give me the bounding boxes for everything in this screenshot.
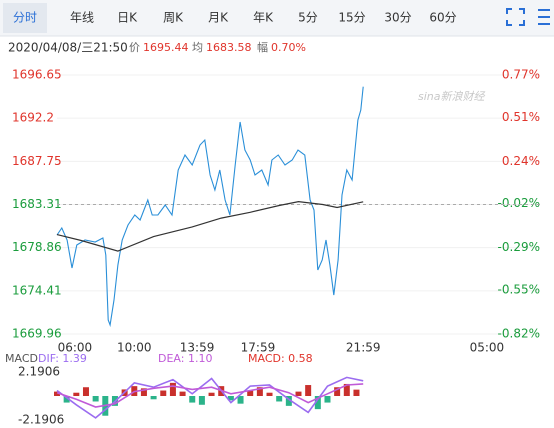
dif-line <box>56 376 364 419</box>
macd-bar <box>54 391 60 396</box>
info-amp: 0.70% <box>271 41 306 54</box>
macd-bar <box>140 388 147 396</box>
tab[interactable]: 分时 <box>13 11 37 25</box>
info-price: 1695.44 <box>143 41 189 54</box>
macd-bar <box>305 385 312 396</box>
tab[interactable]: 日K <box>117 11 138 25</box>
macd-bar <box>266 392 273 396</box>
average-line <box>56 200 364 252</box>
macd-bar <box>247 390 254 396</box>
tab[interactable]: 60分 <box>429 11 456 25</box>
macd-bar <box>256 387 263 396</box>
macd-bar <box>276 396 283 402</box>
macd-bar <box>189 396 196 403</box>
y-tick-label: 1683.31 <box>12 197 62 211</box>
dea-line <box>56 383 364 408</box>
macd-bar <box>82 387 89 396</box>
info-avg-label: 均 <box>192 41 203 54</box>
tab[interactable]: 年K <box>253 11 274 25</box>
macd-bar <box>92 396 99 402</box>
macd-bar <box>150 396 157 400</box>
y2-tick-label: 0.77% <box>502 68 540 82</box>
legend-entry: DIF: 1.39 <box>38 352 87 365</box>
macd-bar <box>237 396 244 404</box>
menu-icon[interactable] <box>538 9 550 25</box>
y-tick-label: 1696.65 <box>12 68 62 82</box>
y-tick-label: 1674.41 <box>12 283 62 297</box>
x-tick-label: 21:59 <box>346 341 381 355</box>
tab[interactable]: 15分 <box>338 11 365 25</box>
tab[interactable]: 年线 <box>70 11 94 25</box>
expand-glyph[interactable] <box>506 8 525 26</box>
macd-bar <box>179 391 186 396</box>
y-tick-label: 1692.2 <box>12 111 54 125</box>
y-tick-label: 1687.75 <box>12 154 62 168</box>
x-tick-label: 06:00 <box>58 341 93 355</box>
x-tick-label: 13:59 <box>180 341 215 355</box>
tab[interactable]: 周K <box>163 11 184 25</box>
y-tick-label: 1678.86 <box>12 240 62 254</box>
macd-bar <box>334 387 341 396</box>
y2-tick-label: 0.24% <box>502 154 540 168</box>
y2-tick-label: -0.55% <box>498 283 540 297</box>
y-tick-label: 2.1906 <box>18 365 60 379</box>
x-tick-label: 10:00 <box>117 341 152 355</box>
legend-entry: MACD: 0.58 <box>248 352 313 365</box>
y2-tick-label: -0.02% <box>498 196 540 210</box>
macd-bar <box>353 389 360 396</box>
info-avg: 1683.58 <box>206 41 252 54</box>
expand-icon[interactable] <box>506 8 525 26</box>
info-price-label: 价 <box>129 41 140 54</box>
y2-tick-label: -0.82% <box>498 327 540 341</box>
macd-title: MACD <box>5 352 38 365</box>
macd-bar <box>324 396 331 403</box>
macd-bar <box>208 392 215 396</box>
macd-bar <box>295 391 302 396</box>
tab-bar <box>0 0 554 36</box>
tab[interactable]: 30分 <box>384 11 411 25</box>
macd-bar <box>160 390 167 396</box>
legend-entry: DEA: 1.10 <box>158 352 212 365</box>
watermark: sina新浪财经 <box>418 90 485 103</box>
tab-selected-bg[interactable] <box>3 3 47 33</box>
info-amp-label: 幅 <box>257 41 268 54</box>
macd-bar <box>227 396 234 401</box>
macd-bar <box>73 392 80 396</box>
macd-bar <box>63 396 70 403</box>
tab[interactable]: 5分 <box>298 11 318 25</box>
tab[interactable]: 月K <box>208 11 229 25</box>
y-tick-label: -2.1906 <box>18 413 64 427</box>
price-line <box>56 86 364 328</box>
x-tick-label: 05:00 <box>470 341 505 355</box>
macd-bar <box>343 383 350 396</box>
y2-tick-label: 0.51% <box>502 110 540 124</box>
info-datetime: 2020/04/08/三21:50 <box>8 41 128 55</box>
macd-bar <box>169 382 176 396</box>
macd-bar <box>285 396 292 406</box>
macd-bar <box>198 396 205 405</box>
y-tick-label: 1669.96 <box>12 327 62 341</box>
macd-bar <box>314 396 321 410</box>
x-tick-label: 17:59 <box>241 341 276 355</box>
y2-tick-label: -0.29% <box>498 240 540 254</box>
